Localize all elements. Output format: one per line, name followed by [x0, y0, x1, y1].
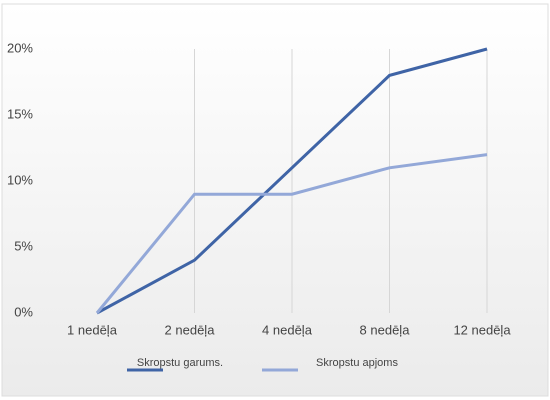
legend-label: Skropstu apjoms: [316, 357, 398, 369]
x-tick-label: 1 nedēļa: [67, 322, 118, 337]
x-tick-label: 2 nedēļa: [165, 322, 216, 337]
chart-background: [1, 3, 549, 397]
y-tick-label: 10%: [7, 172, 33, 187]
series-line: [96, 47, 488, 315]
y-tick-label: 5%: [14, 238, 33, 253]
legend-label: Skropstu garums.: [136, 357, 224, 369]
x-tick-label: 4 nedēļa: [262, 322, 313, 337]
x-tick-label: 12 nedēļa: [453, 322, 511, 337]
y-tick-label: 15%: [7, 106, 33, 121]
y-tick-label: 20%: [7, 40, 33, 55]
y-tick-label: 0%: [14, 304, 33, 319]
series-line: [95, 153, 488, 314]
x-tick-label: 8 nedēļa: [360, 322, 411, 337]
